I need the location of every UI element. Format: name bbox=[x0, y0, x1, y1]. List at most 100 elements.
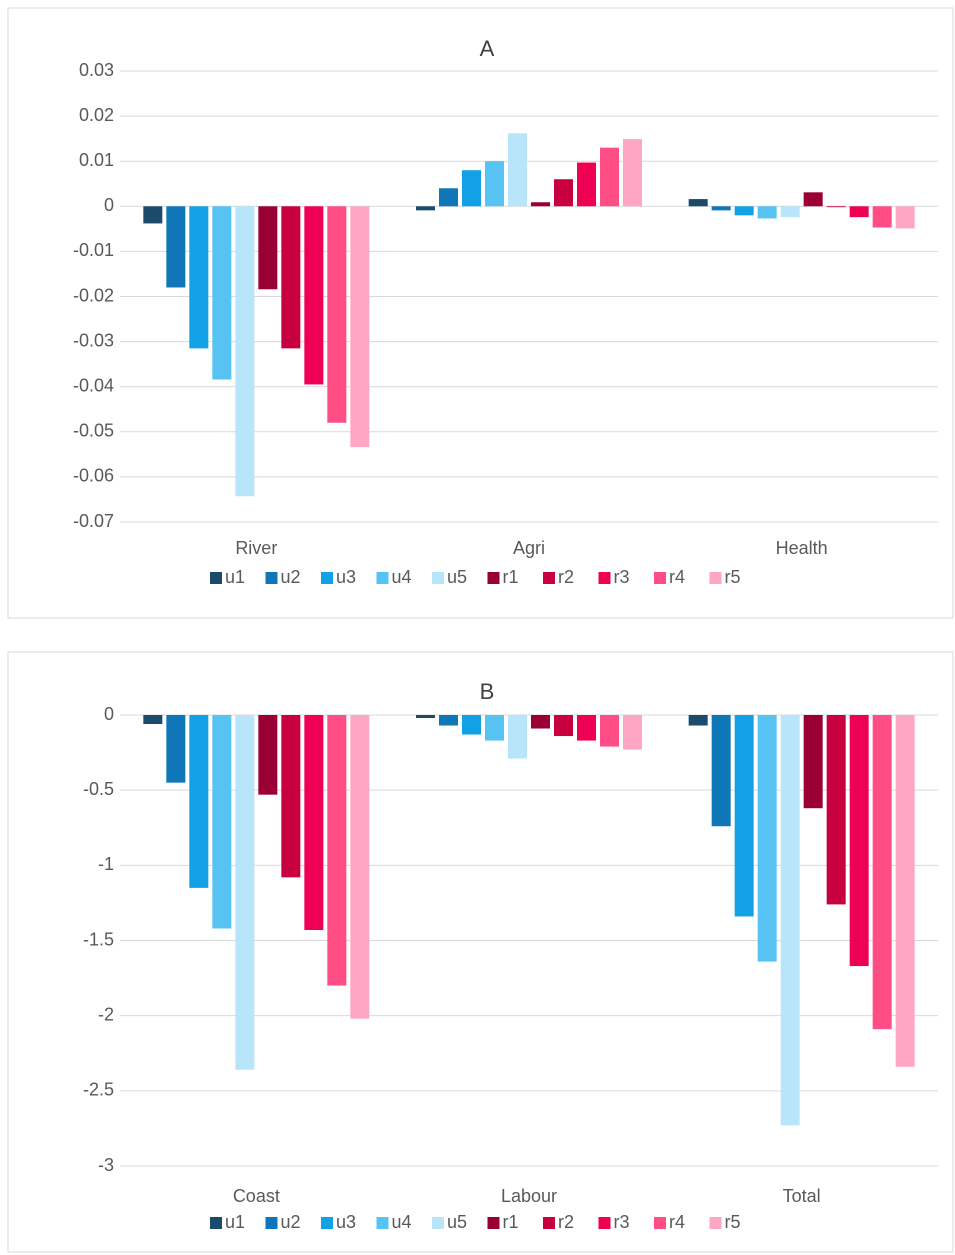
legend-swatch bbox=[210, 572, 222, 584]
y-tick-label: -0.01 bbox=[73, 240, 114, 260]
bar bbox=[508, 133, 527, 207]
bar bbox=[416, 715, 435, 719]
bar bbox=[623, 139, 642, 207]
bar bbox=[166, 206, 186, 288]
y-tick-label: -0.07 bbox=[73, 511, 114, 531]
y-tick-label: 0.01 bbox=[79, 150, 114, 170]
legend-label: r5 bbox=[725, 1212, 741, 1232]
bar bbox=[780, 715, 800, 1126]
legend-label: u5 bbox=[447, 1212, 467, 1232]
y-tick-label: -2 bbox=[98, 1004, 114, 1024]
y-tick-label: -1 bbox=[98, 854, 114, 874]
legend-label: u3 bbox=[336, 1212, 356, 1232]
legend-label: u3 bbox=[336, 567, 356, 587]
legend-swatch bbox=[598, 1217, 611, 1229]
bar bbox=[143, 715, 163, 725]
legend-swatch bbox=[598, 572, 611, 584]
legend-label: u2 bbox=[281, 1212, 301, 1232]
bar bbox=[462, 715, 481, 735]
bar bbox=[235, 715, 255, 1070]
legend-swatch bbox=[265, 1217, 278, 1229]
legend-swatch bbox=[376, 572, 389, 584]
legend-label: r2 bbox=[558, 567, 574, 587]
legend-label: r3 bbox=[614, 567, 630, 587]
legend-swatch bbox=[321, 1217, 333, 1229]
x-tick-label: Total bbox=[783, 1186, 821, 1206]
bar bbox=[531, 202, 550, 207]
bar bbox=[734, 206, 754, 216]
bar bbox=[554, 715, 573, 737]
bar bbox=[734, 715, 754, 917]
legend-label: u2 bbox=[281, 567, 301, 587]
bar bbox=[327, 715, 347, 986]
chart-title: A bbox=[480, 36, 495, 61]
legend-label: r5 bbox=[725, 567, 741, 587]
bar bbox=[327, 206, 347, 423]
bar bbox=[826, 206, 846, 208]
x-tick-label: Health bbox=[776, 538, 828, 558]
legend-swatch bbox=[709, 572, 722, 584]
legend-swatch bbox=[543, 572, 555, 584]
bar bbox=[803, 192, 823, 207]
y-tick-label: -0.5 bbox=[83, 779, 114, 799]
y-tick-label: -2.5 bbox=[83, 1080, 114, 1100]
bar bbox=[895, 715, 915, 1067]
y-tick-label: -0.06 bbox=[73, 466, 114, 486]
legend-swatch bbox=[654, 1217, 666, 1229]
legend-label: r3 bbox=[614, 1212, 630, 1232]
legend-swatch bbox=[709, 1217, 722, 1229]
bar bbox=[212, 715, 232, 929]
bar bbox=[849, 715, 869, 967]
bar bbox=[212, 206, 232, 380]
bar bbox=[849, 206, 869, 218]
legend-swatch bbox=[543, 1217, 555, 1229]
bar bbox=[281, 715, 301, 878]
bar bbox=[577, 715, 596, 741]
x-tick-label: River bbox=[235, 538, 277, 558]
bar bbox=[439, 715, 458, 726]
legend-label: u1 bbox=[225, 1212, 245, 1232]
legend-swatch bbox=[321, 572, 333, 584]
bar bbox=[485, 715, 504, 741]
bar bbox=[623, 715, 642, 750]
legend-swatch bbox=[432, 1217, 444, 1229]
bar bbox=[439, 188, 458, 207]
bar bbox=[600, 715, 619, 747]
y-tick-label: -0.05 bbox=[73, 421, 114, 441]
bar bbox=[531, 715, 550, 729]
x-tick-label: Coast bbox=[233, 1186, 280, 1206]
legend-swatch bbox=[487, 1217, 500, 1229]
bar bbox=[350, 715, 370, 1019]
bar bbox=[872, 206, 892, 228]
bar bbox=[554, 179, 573, 207]
legend-label: r1 bbox=[503, 567, 519, 587]
bar bbox=[350, 206, 370, 448]
bar bbox=[143, 206, 163, 224]
y-tick-label: 0 bbox=[104, 704, 114, 724]
bar bbox=[304, 206, 324, 385]
chart-frame bbox=[7, 7, 954, 619]
legend-label: r2 bbox=[558, 1212, 574, 1232]
bar bbox=[258, 206, 278, 290]
x-tick-label: Labour bbox=[501, 1186, 557, 1206]
bar bbox=[235, 206, 255, 497]
legend-label: r4 bbox=[669, 1212, 685, 1232]
bar bbox=[688, 715, 708, 726]
bar bbox=[711, 206, 731, 211]
y-tick-label: -1.5 bbox=[83, 929, 114, 949]
bar bbox=[711, 715, 731, 827]
bar bbox=[258, 715, 278, 795]
bar bbox=[508, 715, 527, 759]
bar bbox=[416, 206, 435, 211]
bar bbox=[462, 170, 481, 207]
bar bbox=[757, 715, 777, 962]
bar bbox=[872, 715, 892, 1030]
y-tick-label: -0.02 bbox=[73, 285, 114, 305]
legend-swatch bbox=[654, 572, 666, 584]
bar bbox=[600, 147, 619, 207]
bar bbox=[803, 715, 823, 809]
bar bbox=[166, 715, 186, 783]
bar bbox=[485, 161, 504, 207]
y-tick-label: -0.04 bbox=[73, 375, 114, 395]
